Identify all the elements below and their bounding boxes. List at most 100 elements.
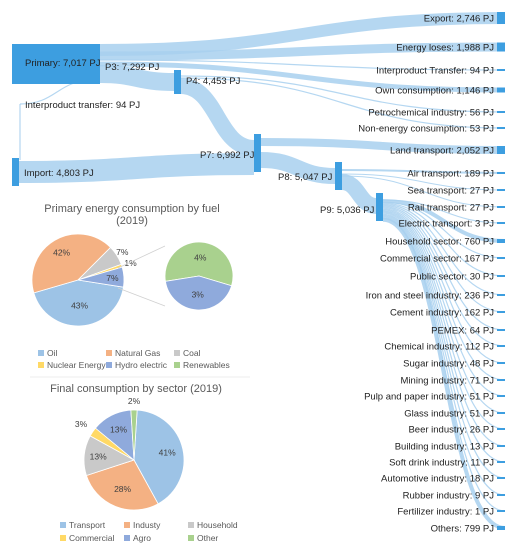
- output-node: [497, 412, 505, 414]
- pie1-connector-top: [117, 245, 166, 269]
- legend-label: Hydro electric: [115, 360, 168, 370]
- output-label: PEMEX: 64 PJ: [431, 326, 494, 337]
- output-label: Petrochemical industry: 56 PJ: [368, 108, 494, 119]
- flow-p9-out: [382, 217, 506, 530]
- output-node: [497, 294, 505, 296]
- output-node: [497, 329, 505, 331]
- output-label: Energy loses: 1,988 PJ: [396, 43, 494, 54]
- output-label: Export: 2,746 PJ: [424, 14, 494, 25]
- output-node: [497, 222, 505, 224]
- flow-own-consumption: [99, 61, 506, 93]
- output-label: Land transport: 2,052 PJ: [390, 146, 494, 157]
- node-primary: [12, 44, 94, 84]
- output-node: [497, 239, 505, 243]
- node-p4: [174, 70, 181, 94]
- pie1-subtitle: (2019): [116, 215, 148, 227]
- output-label: Building industry: 13 PJ: [395, 442, 495, 453]
- sankey-outputs: Export: 2,746 PJ Energy loses: 1,988 PJ In…: [358, 12, 505, 535]
- pie1-legend: Oil Natural Gas Coal Nuclear Energy Hydro el…: [38, 348, 230, 370]
- label-p7: P7: 6,992 PJ: [200, 150, 255, 161]
- legend-label: Renewables: [183, 360, 230, 370]
- flow-p7-p8: [260, 152, 336, 184]
- output-label: Soft drink industry: 11 PJ: [389, 458, 494, 469]
- output-label: Non-energy consumption: 53 PJ: [358, 124, 494, 135]
- output-label: Commercial sector: 167 PJ: [380, 254, 494, 265]
- legend-swatch: [174, 362, 180, 368]
- flow-land-transport: [260, 138, 506, 154]
- pie-slice: [33, 279, 124, 327]
- output-label: Glass industry: 51 PJ: [404, 409, 494, 420]
- pie-data-label: 7%: [116, 247, 129, 257]
- output-node: [497, 257, 505, 259]
- output-node: [497, 12, 505, 24]
- flow-p9-out: [382, 202, 506, 277]
- output-node: [497, 461, 505, 463]
- output-label: Pulp and paper industry: 51 PJ: [364, 392, 494, 403]
- output-label: Public sector: 30 PJ: [410, 272, 494, 283]
- flow-export: [99, 12, 506, 56]
- output-node: [497, 189, 505, 191]
- pie-data-label: 13%: [110, 425, 127, 435]
- output-label: Others: 799 PJ: [431, 524, 495, 535]
- flow-non-energy: [180, 77, 506, 129]
- breakout-slice: [164, 275, 233, 311]
- output-label: Household sector: 760 PJ: [385, 237, 494, 248]
- legend-label: Oil: [47, 348, 58, 358]
- output-label: Electric transport: 3 PJ: [398, 219, 494, 230]
- output-node: [497, 477, 505, 479]
- legend-label: Coal: [183, 348, 201, 358]
- flow-p3-p4: [99, 65, 175, 91]
- flow-import-p7: [18, 153, 255, 183]
- flow-interproduct: [99, 59, 506, 71]
- output-node: [497, 275, 505, 277]
- legend-label: Natural Gas: [115, 348, 160, 358]
- pie2-legend: Transport Industy Household Commercial Agro O…: [60, 520, 238, 543]
- output-node: [497, 127, 505, 129]
- label-primary: Primary: 7,017 PJ: [25, 58, 101, 69]
- output-label: Rubber industry: 9 PJ: [403, 491, 495, 502]
- output-label: Mining industry: 71 PJ: [401, 376, 495, 387]
- pie1-title: Primary energy consumption by fuel: [44, 203, 219, 215]
- output-node: [497, 379, 505, 381]
- pie-data-label: 7%: [106, 273, 119, 283]
- flow-p8-p9: [340, 174, 378, 214]
- flow-sea: [341, 173, 506, 191]
- pie1-slices: 43%42% 7%1%7%: [31, 233, 137, 327]
- flow-p9-out: [382, 212, 506, 430]
- pie-data-label: 43%: [71, 300, 88, 310]
- flow-p9-out: [382, 201, 506, 259]
- pie1-breakout-slices: 4% 3%: [164, 241, 234, 311]
- flow-energy-loses: [99, 42, 506, 61]
- output-node: [497, 345, 505, 347]
- node-p7: [254, 134, 261, 172]
- pie-data-label: 13%: [90, 452, 107, 462]
- flow-p9-out: [382, 215, 506, 479]
- pie2-slices: 41% 28% 13% 3% 13% 2%: [75, 396, 185, 511]
- flow-p9-out: [382, 204, 506, 313]
- flow-p4-p7: [179, 78, 256, 156]
- pie-chart-primary-fuel: Primary energy consumption by fuel (2019…: [31, 203, 234, 370]
- flow-p9-out: [382, 207, 506, 347]
- pie-data-label: 41%: [159, 448, 176, 458]
- output-node: [497, 172, 505, 174]
- flow-p9-out: [382, 210, 506, 397]
- label-import: Import: 4,803 PJ: [24, 168, 94, 179]
- legend-swatch: [188, 535, 194, 541]
- output-label: Iron and steel industry: 236 PJ: [366, 291, 495, 302]
- legend-label: Household: [197, 520, 238, 530]
- pie2-title: Final consumption by sector (2019): [50, 383, 222, 395]
- label-p9: P9: 5,036 PJ: [320, 205, 375, 216]
- legend-swatch: [38, 362, 44, 368]
- legend-label: Transport: [69, 520, 106, 530]
- node-p9: [376, 193, 383, 221]
- legend-swatch: [60, 522, 66, 528]
- flow-air: [341, 169, 506, 174]
- legend-swatch: [106, 362, 112, 368]
- output-label: Chemical industry: 112 PJ: [384, 342, 494, 353]
- flow-p9-out: [382, 209, 506, 381]
- legend-label: Nuclear Energy: [47, 360, 106, 370]
- output-node: [497, 395, 505, 397]
- flow-p9-out: [382, 206, 506, 331]
- pie-slice: [77, 266, 125, 288]
